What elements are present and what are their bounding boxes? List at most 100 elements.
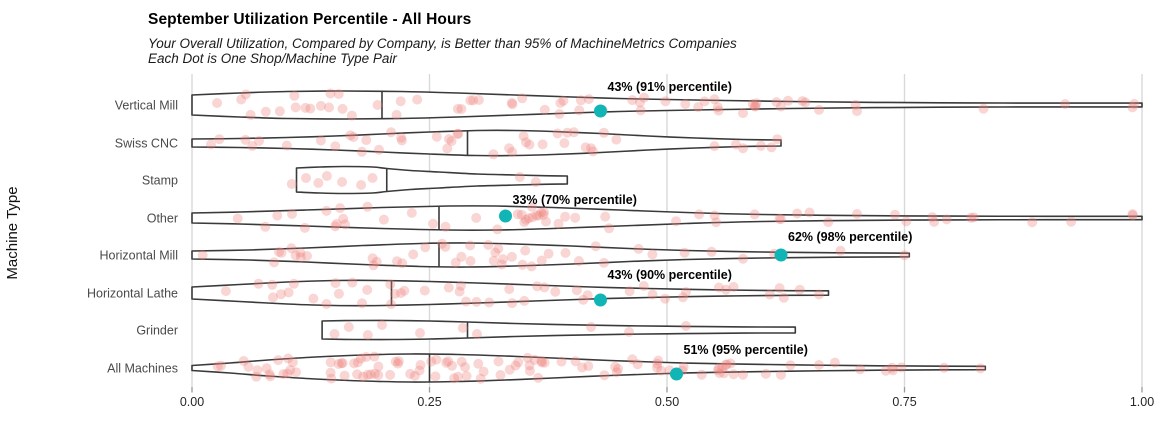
jitter-dot [711, 217, 722, 228]
jitter-dot [362, 330, 373, 340]
jitter-dot [396, 135, 407, 146]
jitter-dot [794, 284, 805, 295]
category-label: Vertical Mill [115, 99, 178, 113]
jitter-dot [414, 365, 425, 376]
jitter-dot [352, 357, 363, 368]
jitter-dot [512, 209, 523, 220]
jitter-dot [713, 365, 723, 376]
chart-subtitle-line1: Your Overall Utilization, Compared by Co… [148, 36, 737, 51]
jitter-dot [899, 250, 910, 261]
jitter-dot [671, 216, 681, 227]
jitter-dot [580, 142, 591, 153]
jitter-dot [333, 359, 344, 369]
jitter-dot [290, 250, 301, 261]
jitter-dot [495, 370, 506, 380]
jitter-dot [764, 289, 775, 300]
jitter-dot [385, 369, 396, 380]
jitter-dot [273, 355, 284, 366]
jitter-dot [517, 259, 528, 270]
jitter-dot [590, 241, 601, 252]
jitter-dot [369, 368, 380, 379]
jitter-dot [473, 358, 484, 369]
jitter-dot [531, 210, 542, 221]
jitter-dot [524, 139, 535, 150]
jitter-dot [260, 106, 271, 117]
jitter-dot [367, 253, 378, 264]
jitter-dot [426, 356, 437, 367]
jitter-dot [392, 256, 402, 267]
jitter-dot [274, 106, 285, 117]
jitter-dot [887, 362, 897, 373]
jitter-dot [330, 141, 341, 152]
jitter-dot [232, 213, 243, 224]
jitter-dot [522, 352, 533, 363]
jitter-dot [456, 104, 467, 114]
jitter-dot [385, 279, 396, 290]
jitter-dot [299, 222, 310, 233]
jitter-dot [282, 368, 293, 379]
jitter-dot [490, 247, 501, 258]
jitter-dot [738, 369, 748, 380]
jitter-dot [527, 201, 538, 212]
jitter-dot [559, 138, 570, 149]
jitter-dot [386, 299, 396, 310]
jitter-dot [888, 365, 898, 376]
y-axis-category-labels: Vertical Mill Swiss CNC Stamp Other Horizont… [87, 99, 178, 376]
violin-row-horizontal-mill: 62% (98% percentile) [191, 230, 912, 272]
jitter-dot [315, 100, 326, 111]
percentile-annotation: 62% (98% percentile) [788, 230, 912, 244]
jitter-dot [333, 89, 344, 99]
jitter-dot [285, 365, 296, 375]
company-dot [774, 248, 788, 262]
jitter-dot [652, 362, 663, 373]
jitter-dot [604, 223, 615, 234]
percentile-annotation: 43% (91% percentile) [608, 80, 732, 94]
category-label: Horizontal Lathe [87, 287, 178, 301]
jitter-dot [267, 279, 278, 290]
company-dot [594, 293, 607, 307]
jitter-dot [814, 360, 824, 370]
jitter-dot [785, 360, 796, 371]
jitter-dot [406, 207, 417, 218]
company-dot [499, 209, 512, 223]
jitter-dot [709, 94, 720, 105]
jitter-dot [611, 134, 622, 145]
jitter-dot [504, 364, 515, 375]
jitter-dot [570, 356, 581, 367]
x-tick-label: 0.75 [892, 395, 916, 409]
jitter-dot [527, 212, 538, 223]
jitter-dot [537, 357, 547, 368]
jitter-dot [706, 246, 717, 257]
jitter-dot [395, 96, 406, 107]
jitter-dot [367, 173, 378, 183]
jitter-dot [852, 106, 862, 117]
jitter-dot [638, 281, 649, 291]
jitter-dot [409, 370, 420, 381]
jitter-dot [586, 143, 596, 154]
jitter-dot [430, 371, 441, 382]
violin-row-horizontal-lathe: 43% (90% percentile) [191, 268, 830, 310]
jitter-dot [347, 277, 358, 288]
jitter-dot [373, 370, 384, 381]
jitter-dot [465, 240, 476, 251]
violins: 43% (91% percentile) 33% (70% percentile)… [191, 80, 1143, 384]
jitter-dot [507, 147, 518, 157]
jitter-dot [399, 285, 410, 296]
jitter-dot [792, 208, 803, 219]
jitter-dot [465, 95, 476, 106]
jitter-dot [371, 256, 382, 267]
jitter-dot [313, 178, 324, 188]
jitter-dot [496, 259, 507, 270]
jitter-dot [443, 356, 454, 367]
jitter-dot [520, 245, 531, 256]
jitter-dot [717, 363, 728, 373]
jitter-dot [574, 105, 585, 116]
jitter-dot [276, 247, 287, 258]
jitter-dot [339, 370, 350, 381]
jitter-dot [681, 287, 691, 297]
jitter-dot [212, 98, 223, 108]
jitter-dot [696, 369, 707, 380]
jitter-dot [624, 286, 635, 297]
jitter-dot [526, 261, 537, 272]
jitter-dot [324, 102, 334, 113]
